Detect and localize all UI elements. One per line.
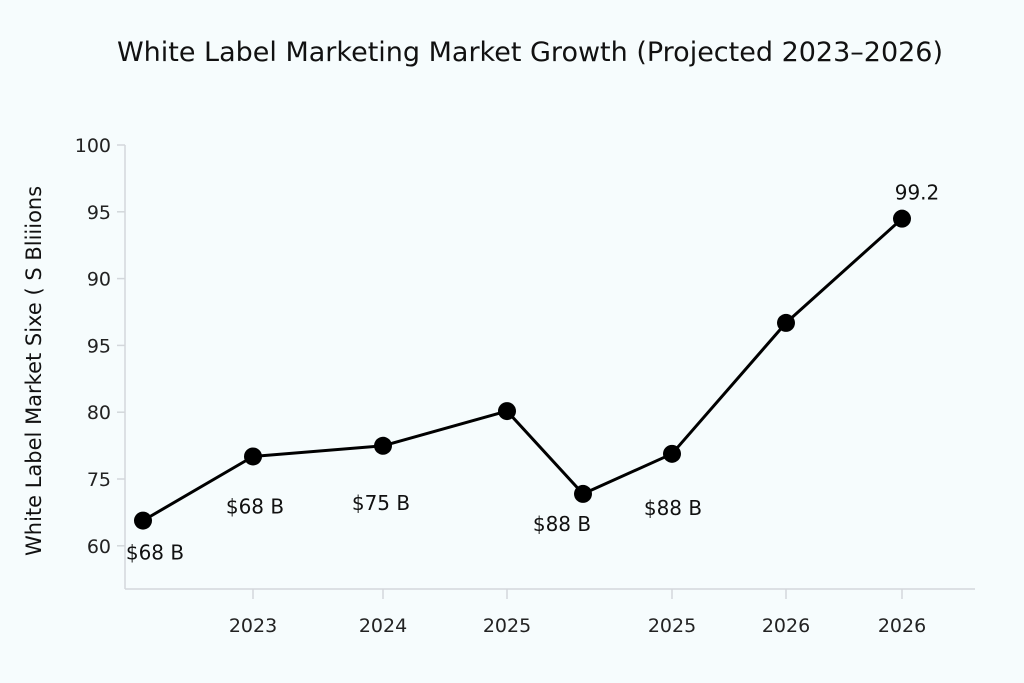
- data-point: [777, 313, 795, 332]
- data-label: $68 B: [226, 494, 284, 518]
- data-label: $68 B: [126, 541, 184, 565]
- x-tick-label: 2024: [359, 615, 407, 637]
- data-label: 99.2: [895, 181, 940, 205]
- data-line: [142, 217, 904, 522]
- data-label: $75 B: [352, 491, 410, 515]
- data-point: [374, 436, 392, 455]
- y-tick-label: 95: [87, 202, 111, 224]
- chart-title: White Label Marketing Market Growth (Pro…: [116, 37, 944, 68]
- x-tick-label: 2025: [648, 615, 696, 637]
- y-tick-label: 90: [87, 269, 111, 291]
- y-tick-label: 100: [75, 135, 111, 157]
- data-point: [498, 402, 516, 421]
- x-tick-label: 2026: [878, 615, 926, 637]
- x-tick-label: 2026: [762, 615, 810, 637]
- data-label: $88 B: [533, 512, 591, 536]
- y-tick-label: 75: [87, 469, 111, 491]
- y-tick-label: 60: [87, 536, 111, 558]
- y-tick-label: 95: [87, 335, 111, 357]
- x-tick-label: 2025: [483, 615, 531, 637]
- data-point: [893, 209, 911, 228]
- y-tick-label: 80: [87, 402, 111, 424]
- y-axis-label: White Label Market Sixe ( S Bliiions: [22, 186, 46, 556]
- data-point: [663, 444, 681, 463]
- data-label: $88 B: [644, 496, 702, 520]
- x-tick-label: 2023: [229, 615, 277, 637]
- data-point: [134, 511, 152, 530]
- data-point: [574, 484, 592, 503]
- data-point: [244, 447, 262, 466]
